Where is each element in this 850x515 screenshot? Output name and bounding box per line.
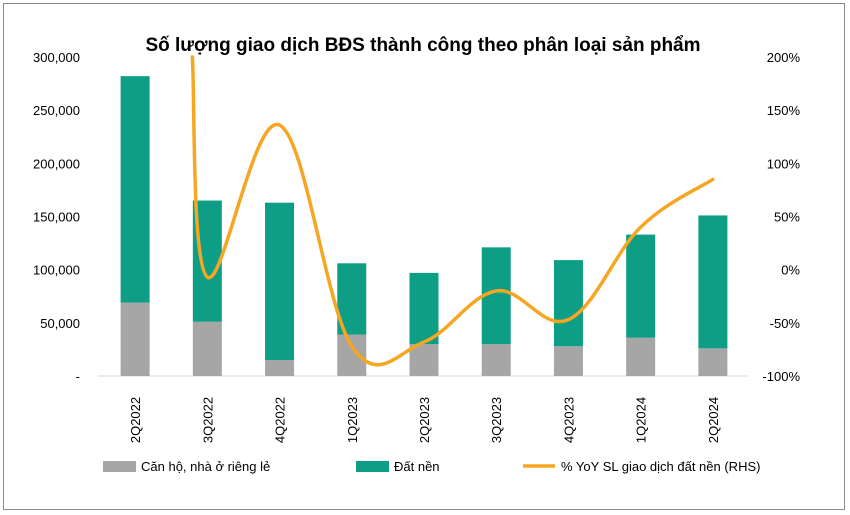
bar-apartment (626, 337, 656, 376)
bar-land (120, 76, 150, 303)
left-tick-label: 200,000 (33, 156, 80, 171)
right-tick-label: -50% (770, 316, 801, 331)
yoy-line (190, 55, 715, 367)
right-tick-label: 100% (767, 156, 801, 171)
legend-land: Đất nền (356, 459, 440, 474)
category-label: 1Q2024 (634, 397, 649, 443)
category-label: 3Q2022 (200, 397, 215, 443)
right-tick-label: 50% (774, 210, 800, 225)
bar-land (698, 215, 728, 349)
bar-apartment (337, 334, 367, 376)
legend: Căn hộ, nhà ở riêng lẻ Đất nền % YoY SL gi… (103, 459, 760, 474)
bar-apartment (481, 344, 511, 376)
left-tick-label: 150,000 (33, 210, 80, 225)
legend-label: Căn hộ, nhà ở riêng lẻ (141, 459, 270, 474)
left-tick-label: - (76, 369, 80, 384)
legend-label: Đất nền (394, 459, 440, 474)
category-label: 3Q2023 (489, 397, 504, 443)
bar-apartment (409, 344, 439, 376)
bar-land (553, 260, 583, 347)
category-label: 4Q2022 (273, 397, 288, 443)
category-label: 1Q2023 (345, 397, 360, 443)
chart-title: Số lượng giao dịch BĐS thành công theo p… (145, 35, 700, 56)
right-axis: -100% -50% 0% 50% 100% 150% 200% (762, 50, 800, 384)
bars (120, 76, 728, 376)
bar-apartment (120, 302, 150, 376)
right-tick-label: -100% (762, 369, 800, 384)
category-labels: 2Q2022 3Q2022 4Q2022 1Q2023 2Q2023 3Q2023 4Q20… (128, 397, 721, 443)
category-label: 2Q2024 (706, 397, 721, 443)
bar-land (265, 202, 295, 361)
category-label: 2Q2023 (417, 397, 432, 443)
right-tick-label: 150% (767, 103, 801, 118)
legend-swatch (356, 461, 389, 472)
legend-apartment: Căn hộ, nhà ở riêng lẻ (103, 459, 270, 474)
left-tick-label: 300,000 (33, 50, 80, 65)
left-tick-label: 100,000 (33, 263, 80, 278)
bar-apartment (192, 321, 222, 376)
right-tick-label: 0% (781, 263, 800, 278)
legend-label: % YoY SL giao dịch đất nền (RHS) (561, 459, 760, 474)
left-tick-label: 50,000 (40, 316, 80, 331)
bar-apartment (698, 348, 728, 376)
category-label: 2Q2022 (128, 397, 143, 443)
legend-yoy: % YoY SL giao dịch đất nền (RHS) (523, 459, 760, 474)
left-tick-label: 250,000 (33, 103, 80, 118)
legend-swatch (103, 461, 136, 472)
bar-apartment (553, 346, 583, 376)
category-label: 4Q2023 (561, 397, 576, 443)
bar-apartment (265, 360, 295, 376)
bar-land (626, 234, 656, 338)
right-tick-label: 200% (767, 50, 801, 65)
bar-land (409, 272, 439, 345)
yoy-line-path (190, 55, 715, 367)
